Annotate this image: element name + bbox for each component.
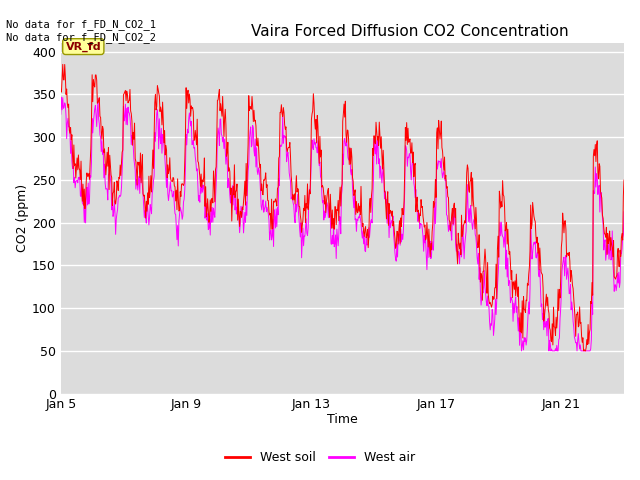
Y-axis label: CO2 (ppm): CO2 (ppm) [16, 184, 29, 252]
Text: No data for f_FD_N_CO2_1
No data for f_FD_N_CO2_2: No data for f_FD_N_CO2_1 No data for f_F… [6, 19, 156, 43]
Text: VR_fd: VR_fd [65, 41, 101, 52]
X-axis label: Time: Time [327, 413, 358, 426]
Legend: West soil, West air: West soil, West air [220, 446, 420, 469]
Title: Vaira Forced Diffusion CO2 Concentration: Vaira Forced Diffusion CO2 Concentration [251, 24, 569, 39]
